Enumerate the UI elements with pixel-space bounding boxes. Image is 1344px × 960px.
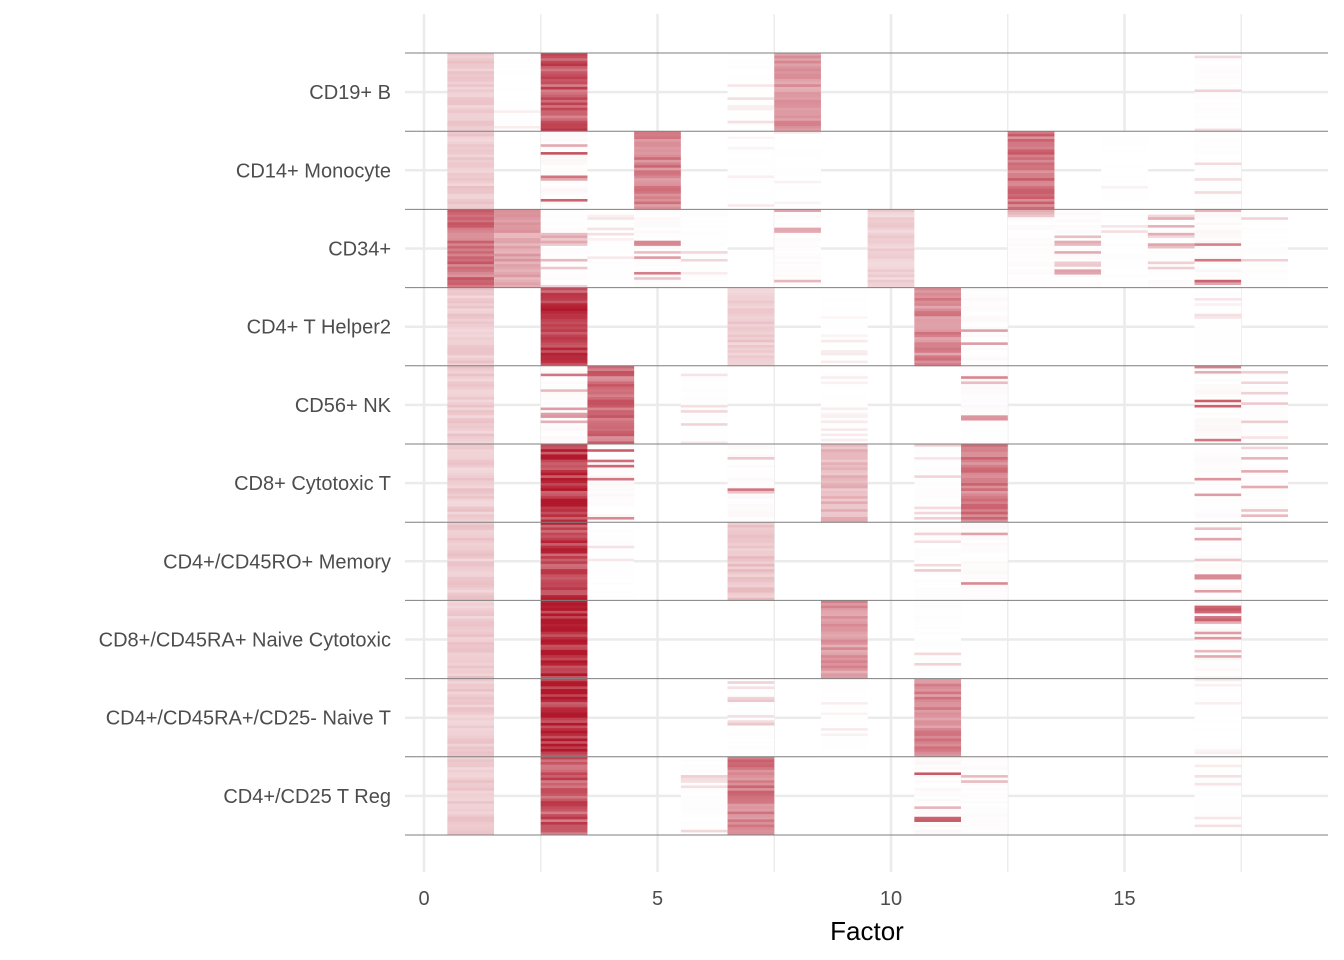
heatmap-cell <box>727 678 775 758</box>
y-tick-label: CD4+/CD45RO+ Memory <box>163 551 391 573</box>
x-tick-label: 5 <box>652 888 663 910</box>
heatmap-cell <box>1194 756 1242 836</box>
heatmap-cell <box>494 209 541 288</box>
x-tick-label: 0 <box>418 888 429 910</box>
heatmap-cell <box>820 678 868 758</box>
heatmap-cell <box>914 287 962 367</box>
heatmap-cell <box>1194 53 1242 132</box>
heatmap-cell <box>1007 209 1055 288</box>
x-tick-label: 15 <box>1113 888 1135 910</box>
heatmap-cell <box>774 131 821 210</box>
x-axis-tick-labels: 0 5 10 15 <box>418 888 1135 910</box>
heatmap-cell <box>447 522 495 601</box>
heatmap-cell <box>1194 365 1242 445</box>
heatmap-cell <box>727 131 775 210</box>
heatmap-cell <box>820 444 868 523</box>
heatmap-cell <box>867 209 915 288</box>
heatmap-cell <box>540 209 588 288</box>
heatmap-cell <box>1194 444 1242 523</box>
heatmap-cell <box>914 600 962 679</box>
heatmap-cell <box>680 756 728 836</box>
y-tick-label: CD8+/CD45RA+ Naive Cytotoxic <box>99 630 391 652</box>
heatmap-cell <box>587 522 635 601</box>
heatmap-cell <box>1194 131 1242 210</box>
heatmap-cell <box>727 444 775 523</box>
heatmap-cell <box>914 678 962 758</box>
x-tick-label: 10 <box>880 888 902 910</box>
heatmap-cell <box>961 522 1008 601</box>
cell-type-separators <box>405 52 1328 836</box>
heatmap-cell <box>820 287 868 367</box>
heatmap-cell <box>727 287 775 367</box>
heatmap-cell <box>447 365 495 445</box>
heatmap-cell <box>540 600 588 679</box>
y-tick-label: CD4+ T Helper2 <box>247 317 391 339</box>
heatmap-cell <box>447 131 495 210</box>
heatmap-cell <box>447 209 495 288</box>
heatmap-cell <box>961 365 1008 445</box>
heatmap-cell <box>540 756 588 836</box>
heatmap-cell <box>447 756 495 836</box>
heatmap-cell <box>540 365 588 445</box>
heatmap-cell <box>774 209 821 288</box>
heatmap-cell <box>540 287 588 367</box>
heatmap-cell <box>494 53 541 132</box>
heatmap-cell <box>680 365 728 445</box>
heatmap-cell <box>587 444 635 523</box>
y-tick-label: CD56+ NK <box>295 395 392 417</box>
heatmap-cell <box>1054 209 1102 288</box>
heatmap-cell <box>1241 444 1288 523</box>
heatmap-cell <box>1194 209 1242 288</box>
heatmap-cell <box>540 131 588 210</box>
heatmap-cell <box>447 600 495 679</box>
heatmap-cell <box>1194 287 1242 367</box>
heatmap-cell <box>1007 131 1055 210</box>
heatmap-cell <box>447 53 495 132</box>
heatmap-cell <box>680 209 728 288</box>
heatmap-cell <box>1194 678 1242 758</box>
heatmap-cell <box>1101 209 1148 288</box>
heatmap-cell <box>447 444 495 523</box>
heatmap-cell <box>447 287 495 367</box>
heatmap-cells <box>447 53 1288 836</box>
heatmap-cell <box>774 53 821 132</box>
y-tick-label: CD19+ B <box>309 82 391 104</box>
heatmap-cell <box>961 444 1008 523</box>
heatmap-cell <box>914 444 962 523</box>
heatmap-cell <box>727 522 775 601</box>
heatmap-cell <box>540 522 588 601</box>
heatmap-cell <box>540 53 588 132</box>
heatmap-cell <box>820 365 868 445</box>
heatmap-cell <box>540 444 588 523</box>
heatmap-cell <box>587 365 635 445</box>
heatmap-cell <box>1101 131 1148 210</box>
heatmap-cell <box>1241 365 1288 445</box>
heatmap-cell <box>1147 209 1195 288</box>
heatmap-cell <box>727 756 775 836</box>
y-tick-label: CD14+ Monocyte <box>236 160 391 182</box>
y-tick-label: CD34+ <box>328 239 391 261</box>
y-tick-label: CD8+ Cytotoxic T <box>234 473 391 495</box>
heatmap-cell <box>587 209 635 288</box>
y-tick-label: CD4+/CD25 T Reg <box>223 786 391 808</box>
heatmap-cell <box>914 522 962 601</box>
heatmap-cell <box>1194 600 1242 679</box>
heatmap-cell <box>961 287 1008 367</box>
heatmap-cell <box>634 131 681 210</box>
y-axis-labels: CD19+ B CD14+ Monocyte CD34+ CD4+ T Helper2… <box>99 82 392 808</box>
heatmap-cell <box>447 678 495 758</box>
y-tick-label: CD4+/CD45RA+/CD25- Naive T <box>106 708 391 730</box>
heatmap-cell <box>961 756 1008 836</box>
heatmap-cell <box>1241 209 1288 288</box>
heatmap-cell <box>820 600 868 679</box>
heatmap-cell <box>914 756 962 836</box>
heatmap-cell <box>634 209 681 288</box>
x-axis-title: Factor <box>830 916 904 946</box>
heatmap-cell <box>727 53 775 132</box>
heatmap-cell <box>540 678 588 758</box>
heatmap-cell <box>1194 522 1242 601</box>
